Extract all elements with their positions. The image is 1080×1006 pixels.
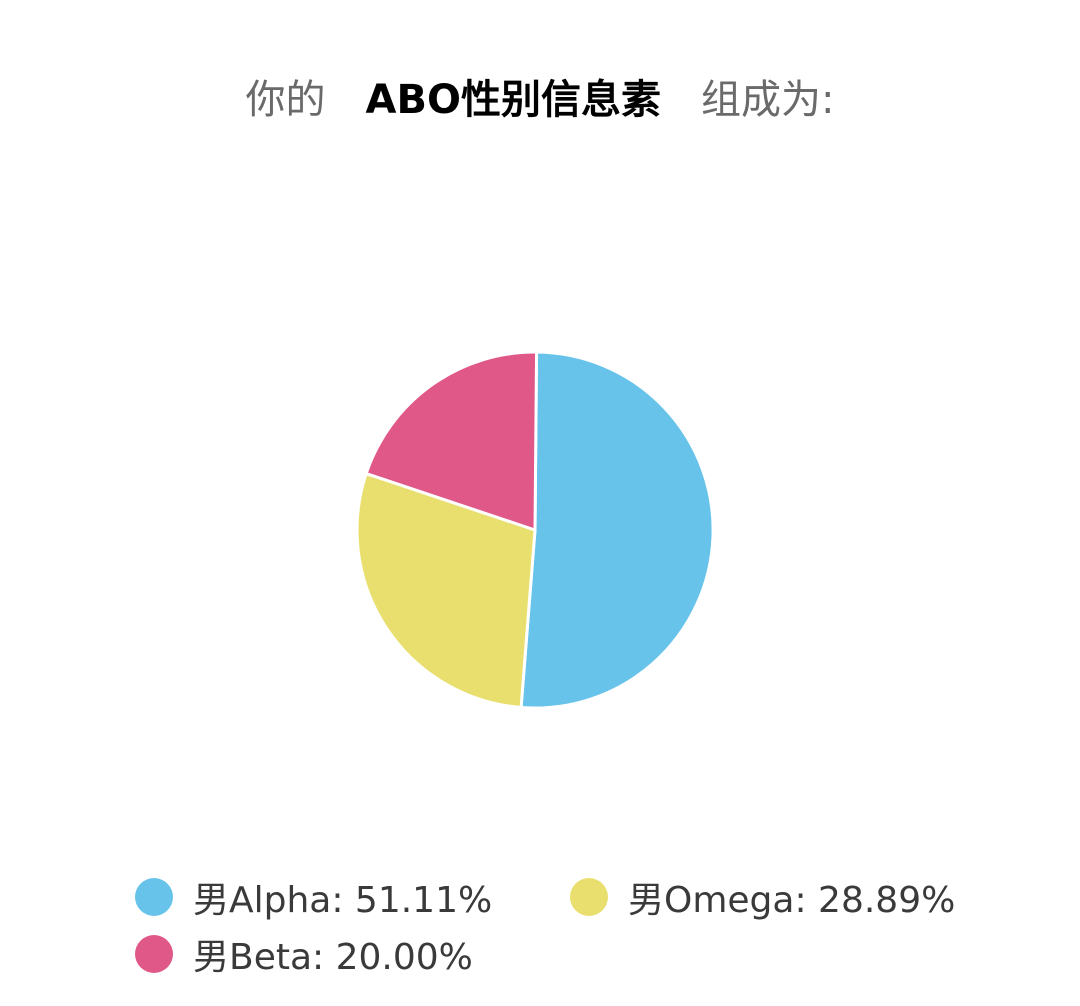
title-main: ABO性别信息素 xyxy=(365,77,661,123)
pie-slice-beta[interactable] xyxy=(364,350,539,532)
legend-item-beta[interactable]: 男Beta: 20.00% xyxy=(135,929,473,979)
legend-swatch-omega xyxy=(570,878,608,916)
legend-label-omega: 男Omega: 28.89% xyxy=(628,880,956,921)
legend-swatch-beta xyxy=(135,935,173,973)
title-suffix: 组成为: xyxy=(700,77,835,123)
legend-label-beta: 男Beta: 20.00% xyxy=(193,937,473,978)
pie-slice-alpha[interactable] xyxy=(519,350,715,710)
legend-item-alpha[interactable]: 男Alpha: 51.11% xyxy=(135,872,492,922)
legend-item-omega[interactable]: 男Omega: 28.89% xyxy=(570,872,955,922)
chart-title: 你的 ABO性别信息素 组成为: xyxy=(0,72,1080,128)
legend-label-alpha: 男Alpha: 51.11% xyxy=(193,880,493,921)
legend-swatch-alpha xyxy=(135,878,173,916)
pie-slice-omega[interactable] xyxy=(355,472,537,709)
title-prefix: 你的 xyxy=(245,77,326,123)
